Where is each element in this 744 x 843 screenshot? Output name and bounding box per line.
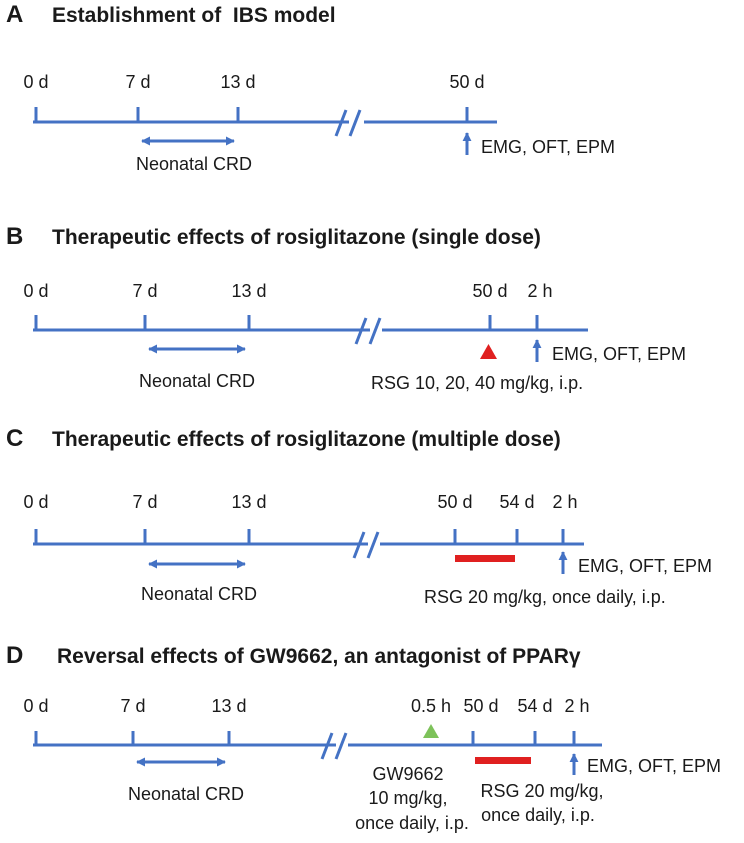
axis-break-icon	[334, 109, 362, 137]
endpoint-label: EMG, OFT, EPM	[578, 556, 712, 576]
timeline	[33, 315, 588, 345]
tick-label: 50 d	[449, 72, 484, 92]
panel-b: B Therapeutic effects of rosiglitazone (…	[6, 223, 686, 393]
tick-label: 50 d	[437, 492, 472, 512]
treatment-label: RSG 10, 20, 40 mg/kg, i.p.	[371, 373, 583, 393]
gw-label-line: once daily, i.p.	[355, 813, 469, 833]
timeline	[33, 731, 602, 760]
panel-letter: C	[6, 425, 23, 452]
tick-label: 2 h	[527, 281, 552, 301]
panel-title: Therapeutic effects of rosiglitazone (si…	[52, 226, 541, 249]
tick-label: 0.5 h	[411, 696, 451, 716]
panel-title: Establishment of IBS model	[52, 4, 336, 27]
crd-label: Neonatal CRD	[136, 154, 252, 174]
rsg-label-line: once daily, i.p.	[481, 805, 595, 825]
tick-label: 2 h	[564, 696, 589, 716]
tick-label: 7 d	[120, 696, 145, 716]
green-triangle-icon	[423, 724, 439, 738]
endpoint-label: EMG, OFT, EPM	[552, 344, 686, 364]
tick-label: 50 d	[463, 696, 498, 716]
panel-letter: D	[6, 642, 23, 669]
crd-label: Neonatal CRD	[141, 584, 257, 604]
tick-label: 0 d	[23, 281, 48, 301]
red-bar-icon	[455, 555, 515, 562]
panel-letter: B	[6, 223, 23, 250]
axis-break-icon	[354, 317, 382, 345]
tick-label: 13 d	[211, 696, 246, 716]
panel-d: D Reversal effects of GW9662, an antagon…	[6, 642, 721, 833]
rsg-label-line: RSG 20 mg/kg,	[480, 781, 603, 801]
tick-label: 50 d	[472, 281, 507, 301]
panel-title: Reversal effects of GW9662, an antagonis…	[57, 645, 581, 668]
crd-label: Neonatal CRD	[139, 371, 255, 391]
red-triangle-icon	[480, 344, 497, 359]
panel-title: Therapeutic effects of rosiglitazone (mu…	[52, 428, 561, 451]
crd-label: Neonatal CRD	[128, 784, 244, 804]
red-bar-icon	[475, 757, 531, 764]
tick-label: 54 d	[517, 696, 552, 716]
panel-c: C Therapeutic effects of rosiglitazone (…	[6, 425, 712, 607]
tick-label: 0 d	[23, 492, 48, 512]
timeline	[33, 107, 497, 137]
endpoint-label: EMG, OFT, EPM	[587, 756, 721, 776]
axis-break-icon	[320, 732, 348, 760]
tick-label: 7 d	[132, 281, 157, 301]
gw-label-line: 10 mg/kg,	[368, 788, 447, 808]
tick-label: 0 d	[23, 696, 48, 716]
tick-label: 7 d	[132, 492, 157, 512]
treatment-label: RSG 20 mg/kg, once daily, i.p.	[424, 587, 666, 607]
tick-label: 2 h	[552, 492, 577, 512]
panel-a: A Establishment of IBS model 0 d 7 d 13 …	[6, 1, 615, 174]
timeline	[33, 529, 584, 559]
axis-break-icon	[352, 531, 380, 559]
gw-label-line: GW9662	[372, 764, 443, 784]
tick-label: 7 d	[125, 72, 150, 92]
tick-label: 13 d	[220, 72, 255, 92]
panel-letter: A	[6, 1, 23, 28]
tick-label: 54 d	[499, 492, 534, 512]
tick-label: 0 d	[23, 72, 48, 92]
tick-label: 13 d	[231, 492, 266, 512]
endpoint-label: EMG, OFT, EPM	[481, 137, 615, 157]
tick-label: 13 d	[231, 281, 266, 301]
